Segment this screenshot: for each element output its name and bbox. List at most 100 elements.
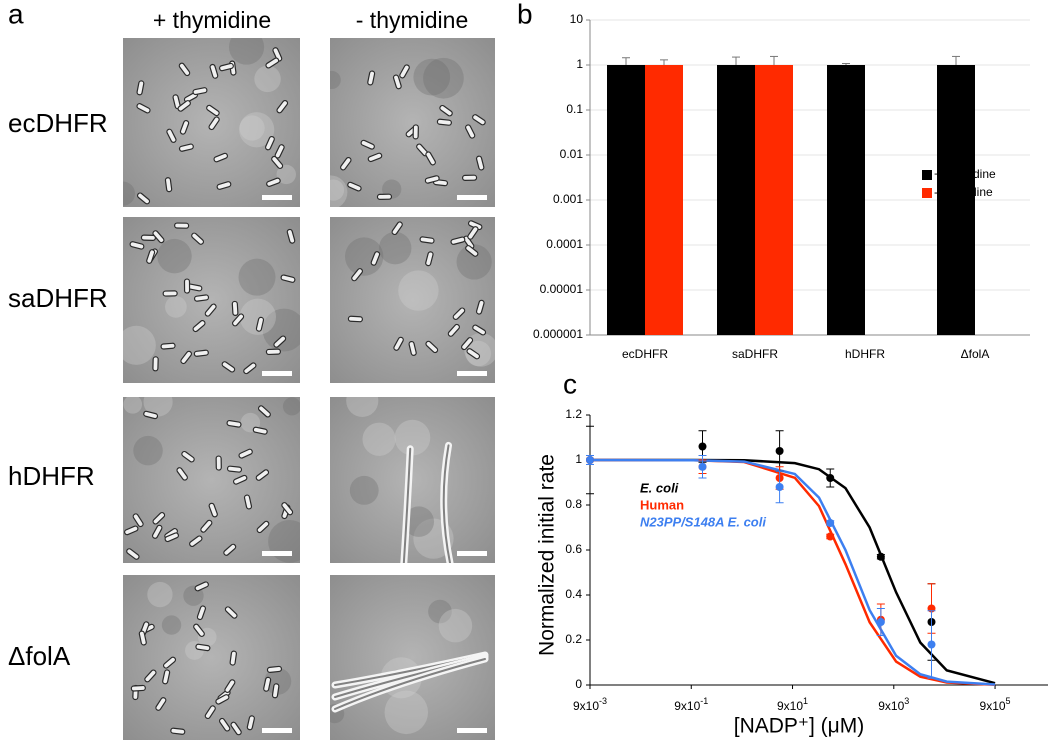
y-tick-label: 0.8 bbox=[565, 497, 582, 511]
column-header: - thymidine bbox=[356, 7, 468, 33]
cell bbox=[399, 64, 410, 79]
cell bbox=[151, 524, 163, 539]
cell bbox=[272, 47, 283, 62]
cell bbox=[271, 683, 280, 699]
cell bbox=[129, 241, 145, 250]
cell bbox=[140, 234, 157, 241]
y-tick-label: 0.0001 bbox=[546, 237, 583, 251]
cell bbox=[196, 605, 207, 621]
cell bbox=[393, 336, 404, 351]
blob bbox=[384, 690, 429, 735]
micrograph-bg bbox=[330, 38, 495, 207]
cell bbox=[170, 727, 186, 735]
blob bbox=[239, 115, 265, 141]
tick-base: 9x10 bbox=[674, 699, 700, 713]
blob bbox=[147, 581, 173, 608]
panel-label: c bbox=[563, 368, 577, 399]
cell bbox=[286, 228, 296, 244]
y-tick-label: 0.000001 bbox=[533, 327, 583, 341]
cell bbox=[162, 290, 178, 297]
micrograph bbox=[123, 38, 300, 207]
blob bbox=[185, 641, 204, 660]
cell bbox=[367, 70, 376, 86]
cell bbox=[252, 426, 268, 435]
cell bbox=[425, 340, 439, 354]
blob bbox=[157, 238, 192, 274]
cell bbox=[144, 669, 157, 683]
cell bbox=[461, 174, 478, 181]
cell bbox=[208, 502, 218, 518]
cell bbox=[130, 684, 146, 692]
bar bbox=[717, 65, 755, 335]
cell bbox=[178, 62, 191, 77]
cell bbox=[419, 236, 435, 244]
bar bbox=[607, 65, 645, 335]
cell bbox=[465, 124, 476, 139]
blob bbox=[346, 397, 379, 417]
cell bbox=[436, 118, 452, 126]
y-tick-label: 0.2 bbox=[565, 632, 582, 646]
cell bbox=[221, 361, 236, 373]
blob bbox=[161, 615, 182, 635]
cell bbox=[266, 177, 281, 187]
legend-label: E. coli bbox=[640, 480, 679, 495]
cell bbox=[132, 513, 144, 528]
scale-bar bbox=[262, 728, 292, 733]
cell bbox=[232, 474, 248, 485]
tick-base: 9x10 bbox=[573, 699, 599, 713]
cell bbox=[256, 520, 270, 534]
scale-bar bbox=[457, 195, 487, 200]
cell bbox=[447, 323, 460, 337]
blob bbox=[438, 608, 473, 643]
cell bbox=[243, 362, 257, 375]
cell bbox=[181, 450, 195, 463]
blob bbox=[123, 397, 143, 414]
blob bbox=[238, 258, 276, 296]
y-tick-label: 0 bbox=[575, 677, 582, 691]
panel-label: b bbox=[517, 0, 533, 29]
tick-exponent: 1 bbox=[803, 696, 808, 706]
cell bbox=[176, 467, 188, 481]
cell bbox=[347, 315, 364, 323]
cell bbox=[126, 548, 140, 560]
cell bbox=[452, 307, 466, 321]
micrograph-bg bbox=[123, 217, 300, 383]
cell bbox=[392, 74, 402, 90]
cell bbox=[193, 349, 209, 357]
blob bbox=[330, 70, 341, 90]
y-tick-label: 1 bbox=[576, 57, 583, 71]
legend-label: + thymidine bbox=[934, 167, 996, 181]
panel-label: a bbox=[8, 0, 24, 29]
row-label: ΔfolA bbox=[8, 641, 71, 671]
cell bbox=[136, 192, 151, 205]
cell bbox=[466, 348, 481, 360]
cell bbox=[255, 316, 265, 332]
blob bbox=[349, 475, 379, 505]
cell bbox=[439, 104, 453, 117]
cell bbox=[174, 222, 190, 229]
cell bbox=[472, 324, 487, 336]
cell bbox=[193, 623, 205, 637]
scale-bar bbox=[262, 371, 292, 376]
cell bbox=[412, 124, 419, 140]
cell bbox=[263, 676, 272, 692]
cell bbox=[238, 448, 253, 459]
cell bbox=[475, 155, 485, 171]
micrograph bbox=[330, 575, 495, 740]
cell bbox=[191, 232, 205, 245]
blob bbox=[276, 164, 296, 185]
cell bbox=[206, 104, 220, 117]
blob bbox=[428, 599, 452, 624]
cell bbox=[218, 717, 231, 732]
cell bbox=[146, 249, 156, 264]
cell bbox=[215, 694, 230, 705]
row-label: hDHFR bbox=[8, 461, 95, 491]
cell bbox=[192, 87, 208, 96]
data-point bbox=[698, 442, 707, 451]
cell bbox=[229, 650, 237, 666]
cell bbox=[215, 455, 222, 471]
x-tick-label: 9x101 bbox=[777, 696, 808, 713]
cell bbox=[200, 519, 213, 533]
cell bbox=[232, 313, 245, 327]
